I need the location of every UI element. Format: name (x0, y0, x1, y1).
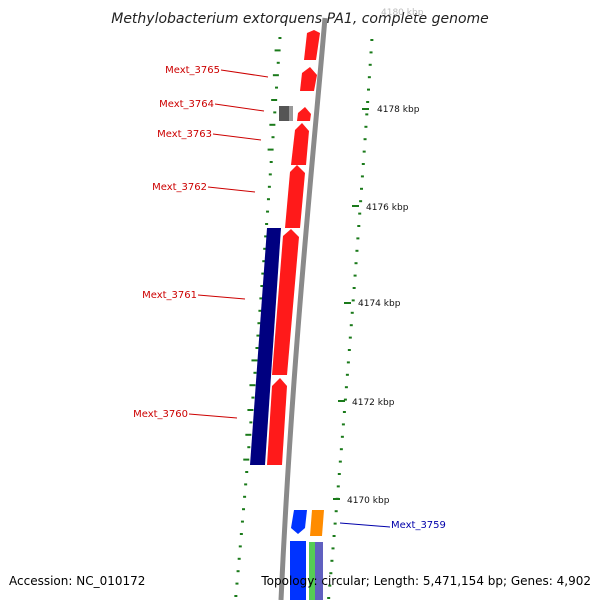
cds-mext-3760 (267, 378, 287, 465)
gene-label-mext-3765[interactable]: Mext_3765 (165, 65, 220, 76)
cds-mext-3765 (300, 67, 317, 91)
cds-forward-top (304, 30, 320, 60)
genome-backbone (278, 17, 328, 600)
cds-blue-strip (290, 592, 302, 600)
leader-line-mext-3763 (212, 133, 262, 141)
leader-line-mext-3760 (188, 413, 238, 419)
map-title: Methylobacterium extorquens PA1, complet… (111, 11, 489, 27)
gene-label-mext-3760[interactable]: Mext_3760 (133, 409, 188, 420)
gene-label-mext-3759[interactable]: Mext_3759 (391, 520, 446, 531)
topology-text: Topology: circular; Length: 5,471,154 bp… (260, 574, 591, 588)
gene-label-mext-3764[interactable]: Mext_3764 (159, 99, 214, 110)
scale-label-4178: 4178 kbp (377, 105, 420, 115)
scale-label-4176: 4176 kbp (366, 203, 409, 213)
cds-purple (315, 542, 323, 600)
cds-mext-3763 (291, 123, 309, 165)
scale-label-4174: 4174 kbp (358, 299, 401, 309)
lower-feature-track (290, 510, 324, 600)
cds-mext-3761 (272, 229, 299, 375)
gene-label-mext-3763[interactable]: Mext_3763 (157, 129, 212, 140)
leader-line-mext-3762 (207, 186, 256, 193)
cds-blue-upper (291, 510, 307, 534)
leader-line-mext-3764 (214, 103, 265, 112)
scale-track: 4178 kbp 4176 kbp 4174 kbp 4172 kbp 4170… (333, 105, 420, 506)
leader-line-mext-3761 (197, 294, 246, 300)
cds-reverse-long (250, 228, 281, 465)
cds-blue-lower (290, 541, 306, 600)
accession-text: Accession: NC_010172 (9, 574, 145, 588)
cds-mext-3762 (285, 165, 305, 228)
gene-labels: Mext_3765 Mext_3764 Mext_3763 Mext_3762 … (133, 65, 446, 531)
scale-label-4170: 4170 kbp (347, 496, 390, 506)
forward-cds-track (267, 30, 320, 465)
cds-mext-3764 (297, 107, 311, 121)
leader-line-mext-3765 (220, 69, 269, 78)
cds-green (309, 542, 315, 600)
gene-label-mext-3762[interactable]: Mext_3762 (152, 182, 207, 193)
scale-label-4172: 4172 kbp (352, 398, 395, 408)
scale-label-4180: 4180 kbp (381, 8, 424, 18)
gene-label-mext-3761[interactable]: Mext_3761 (142, 290, 197, 301)
leader-line-mext-3759 (339, 522, 391, 528)
feature-grey-box-light (289, 106, 293, 121)
cds-orange (310, 510, 324, 536)
